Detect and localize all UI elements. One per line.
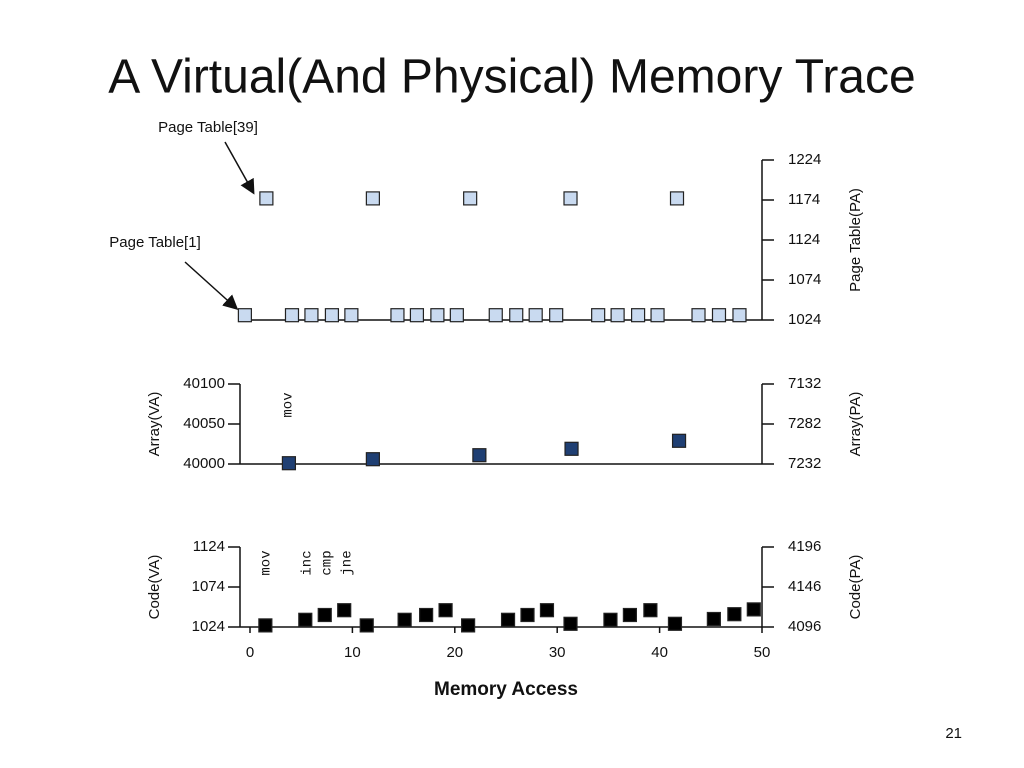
point [488,308,503,323]
point [549,308,564,323]
point [365,452,380,467]
point [397,612,412,627]
point [691,308,706,323]
y2-tick-label: 1024 [788,311,821,328]
x-tick-label: 40 [651,644,668,661]
annotation: Page Table[39] [158,119,258,136]
point [520,607,535,623]
annotation: jne [340,550,356,575]
point [304,308,319,323]
annotation-arrow [224,141,255,195]
x-tick-label: 10 [344,644,361,661]
point [650,308,665,323]
point [463,191,478,206]
y2-axis-label: Code(PA) [847,555,864,620]
point [643,603,658,618]
x-tick-label: 0 [246,644,254,661]
annotation: mov [259,550,275,575]
point [610,308,625,323]
y-axis-label: Array(VA) [146,392,163,457]
point [711,308,727,323]
point [746,602,761,617]
point [603,612,618,627]
annotation: Page Table[1] [109,234,200,251]
point [237,308,252,323]
annotation: mov [281,392,297,417]
y2-tick-label: 1224 [788,151,821,168]
point [563,616,578,631]
point [622,607,638,623]
y-tick-label: 1074 [192,578,225,595]
slide-title: A Virtual(And Physical) Memory Trace [108,51,915,104]
point [671,433,687,448]
y-tick-label: 1124 [193,538,225,555]
point [591,308,606,323]
y2-tick-label: 7232 [788,455,821,472]
point [509,308,524,323]
y2-tick-label: 4146 [788,578,821,595]
point [390,308,405,323]
annotation: inc [300,550,316,575]
page-number: 21 [945,725,962,742]
point [259,191,274,206]
x-axis-label: Memory Access [434,679,578,700]
y-tick-label: 40100 [183,375,225,392]
y-tick-label: 40050 [183,415,225,432]
x-tick-label: 50 [754,644,771,661]
point [727,607,742,622]
point [298,612,313,627]
point [281,456,297,471]
x-tick-label: 20 [446,644,463,661]
x-tick-label: 30 [549,644,566,661]
point [630,308,646,323]
point [563,191,578,206]
annotation-arrow [184,261,239,311]
y2-tick-label: 4096 [788,618,821,635]
y2-tick-label: 1174 [788,191,820,208]
point [419,607,434,623]
y2-tick-label: 1124 [788,231,820,248]
point [324,308,340,323]
point [472,448,487,463]
point [344,308,359,323]
point [449,308,464,323]
point [564,441,579,456]
point [528,308,543,323]
point [258,618,273,633]
y2-axis-label: Page Table(PA) [847,188,864,292]
point [284,308,300,323]
point [409,308,425,323]
point [461,618,476,633]
point [500,612,516,627]
point [539,603,555,618]
y-tick-label: 1024 [192,618,225,635]
point [669,191,685,206]
point [438,603,453,618]
point [706,611,721,627]
y2-tick-label: 7132 [788,375,821,392]
point [317,607,332,623]
point [359,618,374,633]
y2-tick-label: 1074 [788,271,821,288]
y2-tick-label: 4196 [788,538,821,555]
point [667,616,683,631]
y-tick-label: 40000 [183,455,225,472]
y-axis-label: Code(VA) [146,555,163,620]
point [732,308,747,323]
y2-axis-label: Array(PA) [847,392,864,457]
annotation: cmp [320,550,336,575]
y2-tick-label: 7282 [788,415,821,432]
point [430,308,445,323]
point [365,191,380,206]
point [337,603,352,618]
